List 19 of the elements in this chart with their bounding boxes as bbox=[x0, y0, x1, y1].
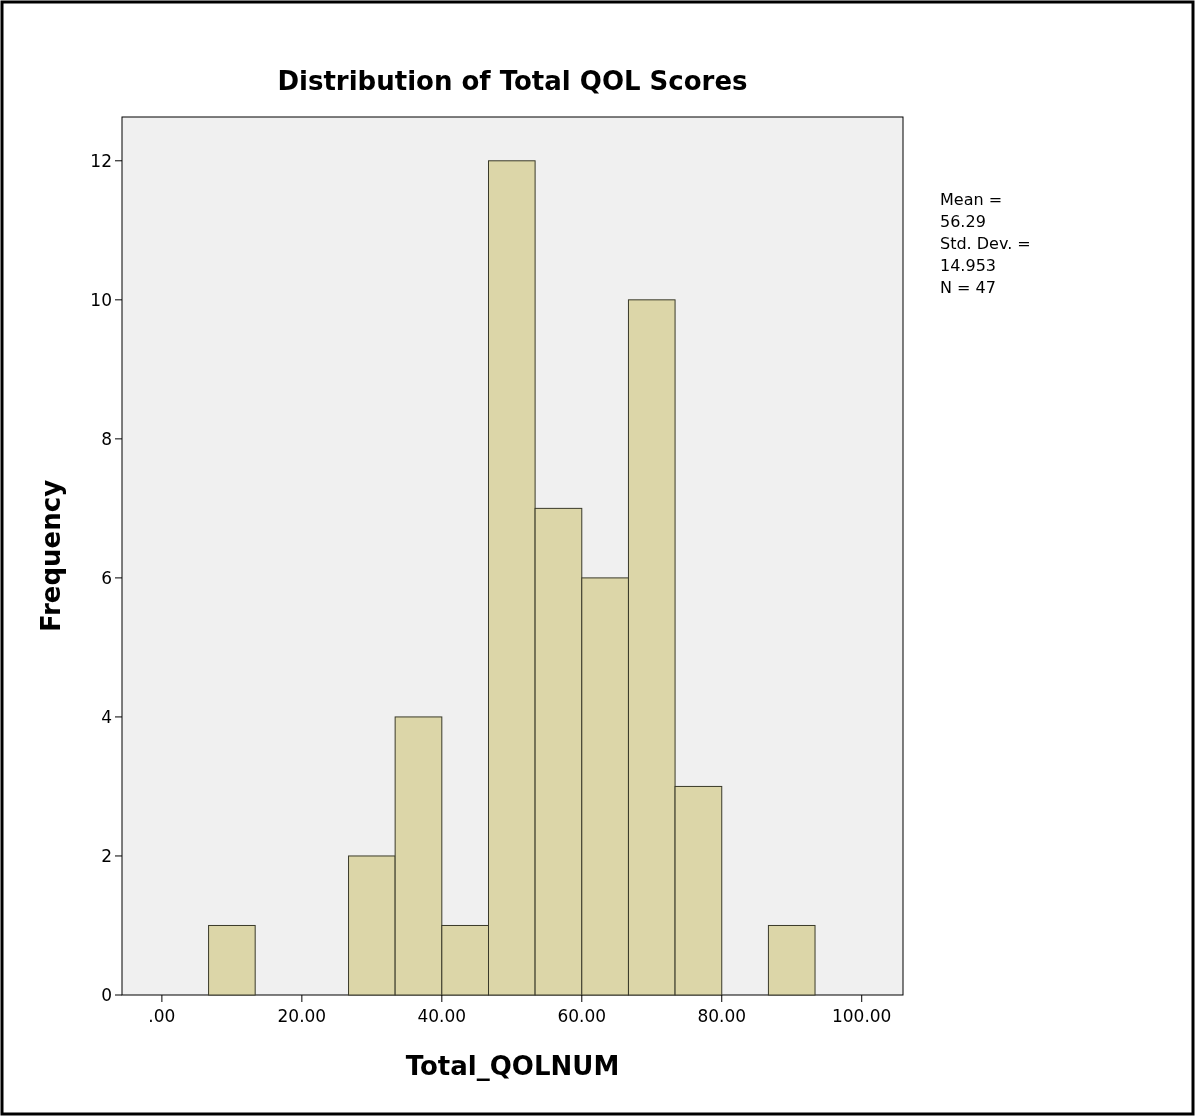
x-tick-label: 20.00 bbox=[277, 1006, 327, 1026]
x-tick-label: 80.00 bbox=[697, 1006, 747, 1026]
text: Mean = 56.29 bbox=[940, 190, 1003, 231]
y-tick-label: 4 bbox=[101, 706, 112, 727]
chart-title: Distribution of Total QOL Scores bbox=[277, 66, 748, 96]
x-tick-label: 100.00 bbox=[831, 1006, 892, 1026]
y-tick-label: 8 bbox=[101, 428, 112, 449]
y-tick-label: 6 bbox=[101, 567, 112, 588]
y-tick-label: 10 bbox=[90, 289, 112, 310]
text: N = 47 bbox=[940, 278, 996, 297]
y-axis-title: Frequency bbox=[36, 479, 66, 633]
text: Std. Dev. = 14.953 bbox=[940, 234, 1031, 275]
y-tick-label: 0 bbox=[101, 984, 112, 1005]
x-tick-label: .00 bbox=[148, 1006, 176, 1026]
y-tick-label: 2 bbox=[101, 845, 112, 866]
x-axis-title: Total_QOLNUM bbox=[405, 1051, 620, 1081]
x-tick-label: 60.00 bbox=[557, 1006, 607, 1026]
y-tick-label: 12 bbox=[90, 150, 112, 171]
x-tick-label: 40.00 bbox=[417, 1006, 467, 1026]
